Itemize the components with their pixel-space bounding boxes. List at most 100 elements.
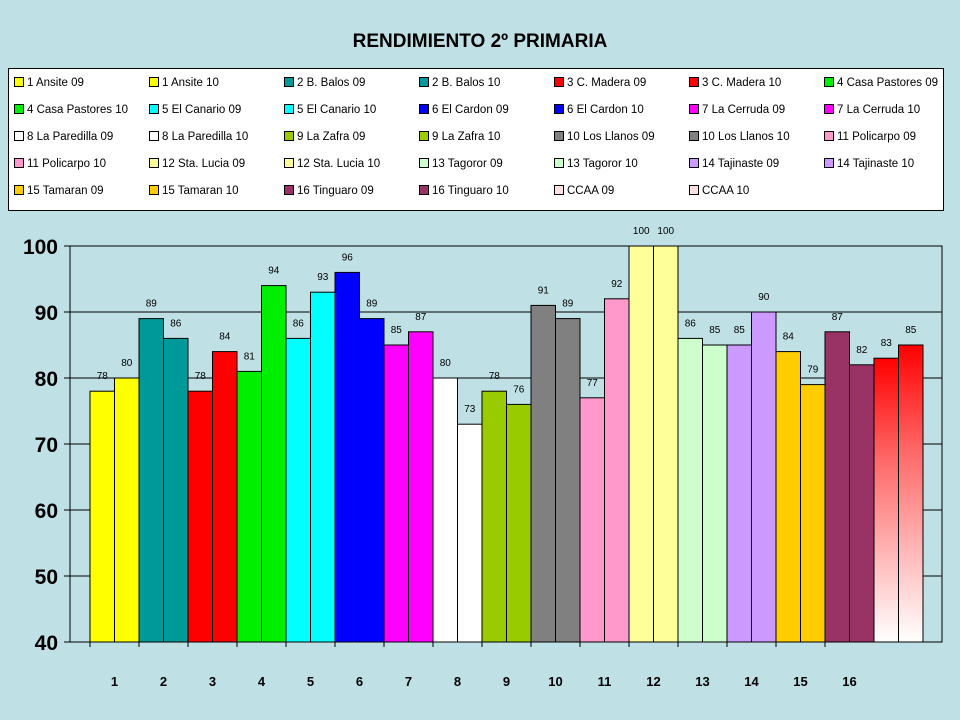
legend-label: 1 Ansite 09 (27, 77, 84, 89)
legend-item: 14 Tajinaste 09 (689, 154, 779, 174)
legend-swatch (824, 157, 834, 168)
bar (628, 245, 654, 643)
legend-label: 9 La Zafra 10 (432, 131, 501, 143)
legend-swatch (14, 130, 24, 141)
legend-swatch (14, 184, 24, 195)
y-tick-label: 90 (35, 302, 58, 325)
legend-swatch (689, 130, 699, 141)
legend-label: 3 C. Madera 10 (702, 77, 782, 89)
legend-swatch (824, 103, 834, 114)
data-label: 73 (464, 404, 476, 415)
y-axis: 40 50 60 70 80 90 100 (23, 236, 70, 655)
chart-title: RENDIMIENTO 2º PRIMARIA (352, 31, 608, 52)
legend-label: 10 Los Llanos 09 (567, 131, 655, 143)
y-tick-label: 60 (35, 500, 58, 523)
bar (457, 423, 483, 643)
legend-item: 10 Los Llanos 10 (689, 127, 790, 147)
legend-swatch (149, 130, 159, 141)
bar (800, 384, 826, 643)
legend-item: 6 El Cardon 10 (554, 100, 644, 120)
x-tick-label: 7 (405, 674, 412, 689)
legend-item: 13 Tagoror 09 (419, 154, 503, 174)
x-tick-label: 5 (307, 674, 314, 689)
legend-label: 16 Tinguaro 10 (432, 185, 509, 197)
legend-swatch (284, 157, 294, 168)
bar (89, 390, 115, 643)
bar (114, 377, 140, 643)
data-label: 96 (342, 252, 354, 263)
legend-swatch (554, 157, 564, 168)
data-label: 92 (611, 279, 623, 290)
bar (555, 318, 581, 643)
data-label: 78 (195, 371, 207, 382)
legend-item: 7 La Cerruda 10 (824, 100, 920, 120)
y-tick-label: 40 (35, 632, 58, 655)
x-tick-label: 16 (842, 674, 856, 689)
data-label: 76 (513, 384, 525, 395)
bars (89, 245, 924, 643)
x-tick-label: 8 (454, 674, 461, 689)
legend-swatch (419, 76, 429, 87)
legend-swatch (284, 76, 294, 87)
data-label: 81 (244, 351, 256, 362)
legend-item: 3 C. Madera 09 (554, 73, 646, 93)
bar (334, 271, 360, 643)
data-label: 84 (219, 332, 231, 343)
legend-swatch (284, 184, 294, 195)
y-tick-label: 50 (35, 566, 58, 589)
bar (285, 337, 311, 643)
x-tick-label: 13 (695, 674, 709, 689)
x-tick-label: 14 (744, 674, 759, 689)
legend-label: 15 Tamaran 10 (162, 185, 239, 197)
legend-item: 2 B. Balos 09 (284, 73, 365, 93)
legend-label: 16 Tinguaro 09 (297, 185, 374, 197)
x-tick-label: 15 (793, 674, 807, 689)
bar (187, 390, 213, 643)
bar (506, 403, 532, 643)
data-label: 89 (146, 299, 158, 310)
legend-item: CCAA 09 (554, 181, 614, 201)
legend-label: 12 Sta. Lucia 09 (162, 158, 246, 170)
bar (604, 298, 630, 643)
legend-item: 5 El Canario 09 (149, 100, 241, 120)
legend-item: 15 Tamaran 09 (14, 181, 104, 201)
data-label: 85 (709, 325, 721, 336)
chart-legend: 1 Ansite 09 1 Ansite 10 2 B. Balos 09 2 B. … (8, 68, 944, 211)
y-tick-label: 80 (35, 368, 58, 391)
bar (849, 364, 875, 643)
legend-swatch (419, 130, 429, 141)
data-label: 89 (366, 299, 378, 310)
legend-label: CCAA 10 (702, 185, 750, 197)
x-tick-label: 12 (646, 674, 660, 689)
bar (898, 344, 924, 643)
x-tick-label: 2 (160, 674, 167, 689)
legend-item: 14 Tajinaste 10 (824, 154, 914, 174)
legend-swatch (554, 184, 564, 195)
legend-label: CCAA 09 (567, 185, 615, 197)
bar (653, 245, 679, 643)
data-label: 78 (97, 371, 109, 382)
bar (163, 337, 189, 643)
legend-item: CCAA 10 (689, 181, 749, 201)
legend-item: 4 Casa Pastores 10 (14, 100, 128, 120)
legend-item: 9 La Zafra 10 (419, 127, 500, 147)
bar (677, 337, 703, 643)
bar (481, 390, 507, 643)
data-label: 91 (538, 285, 550, 296)
data-label: 90 (758, 292, 770, 303)
legend-label: 4 Casa Pastores 09 (837, 77, 939, 89)
legend-swatch (824, 130, 834, 141)
legend-item: 8 La Paredilla 10 (149, 127, 248, 147)
legend-label: 4 Casa Pastores 10 (27, 104, 129, 116)
bar (824, 331, 850, 643)
legend-label: 7 La Cerruda 09 (702, 104, 786, 116)
legend-item: 10 Los Llanos 09 (554, 127, 655, 147)
value-labels: 78 80 89 86 78 84 81 94 86 93 96 89 85 87 80 73 78 76 91 89… (97, 226, 917, 415)
legend-swatch (14, 103, 24, 114)
y-tick-label: 100 (23, 236, 58, 259)
data-label: 86 (293, 318, 305, 329)
legend-label: 12 Sta. Lucia 10 (297, 158, 381, 170)
bar (432, 377, 458, 643)
x-tick-label: 10 (548, 674, 562, 689)
legend-item: 1 Ansite 09 (14, 73, 84, 93)
